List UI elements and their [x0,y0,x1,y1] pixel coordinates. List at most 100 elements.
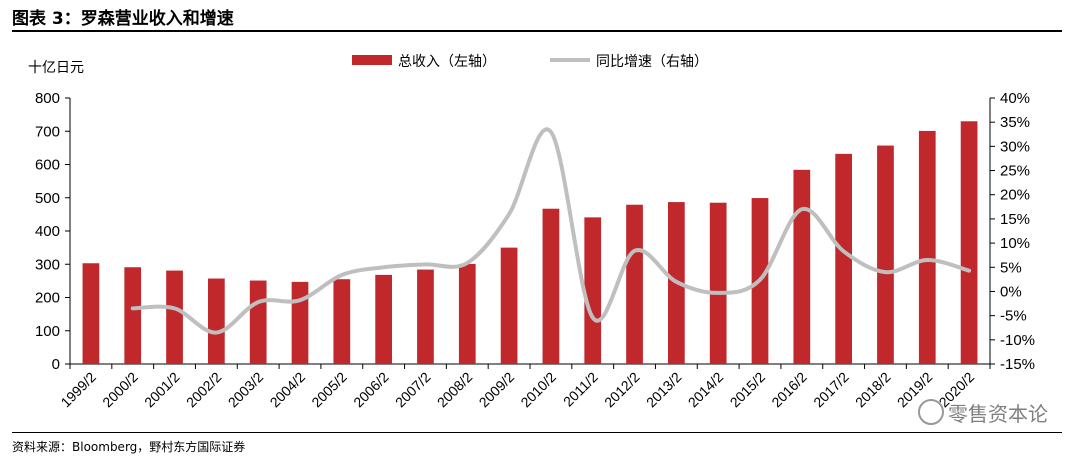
growth-point [674,280,678,284]
revenue-bar [333,279,351,364]
revenue-bar [291,281,309,364]
source-divider [12,432,1062,433]
revenue-bar [960,121,978,365]
revenue-bar [542,208,560,364]
right-axis-tick-label: 0% [1000,283,1022,300]
growth-point [382,265,386,269]
left-axis-tick-label: 300 [35,256,60,273]
right-axis-tick-label: -5% [1000,308,1027,325]
revenue-bar [918,130,936,364]
left-axis-unit-label: 十亿日元 [28,59,84,75]
revenue-bar [709,202,727,364]
legend-label-revenue: 总收入（左轴） [398,53,496,69]
x-axis-tick-label: 2011/2 [560,369,601,410]
growth-point [842,249,846,253]
x-axis-tick-label: 2013/2 [643,369,685,411]
revenue-bar [166,270,183,364]
revenue-bar [82,263,100,364]
revenue-bar [375,274,392,364]
legend-swatch-revenue [352,55,392,65]
left-axis-tick-label: 500 [35,190,60,207]
right-axis-tick-label: 30% [1000,138,1030,155]
x-axis-tick-label: 2009/2 [476,369,518,411]
x-axis-tick-label: 2010/2 [517,369,559,411]
growth-line-path [130,127,972,335]
left-axis-tick-label: 100 [35,323,60,340]
x-axis-tick-label: 2016/2 [768,369,810,411]
right-axis-tick-label: 5% [1000,259,1022,276]
left-axis-tick-label: 400 [35,223,60,240]
x-axis-tick-label: 2014/2 [685,369,727,411]
growth-point [507,212,511,216]
x-axis-tick-label: 2018/2 [852,369,894,411]
revenue-bar [626,204,643,364]
revenue-bar [500,247,518,364]
left-axis-tick-label: 700 [35,123,60,140]
x-axis-tick-label: 2006/2 [350,369,392,411]
x-axis: 1999/2 2000/2 2001/2 2002/2 2003/2 2004/2 2005… [57,363,991,411]
watermark: 零售资本论 [918,398,1048,427]
x-axis-tick-label: 2007/2 [392,369,434,411]
x-axis-tick-label: 2008/2 [434,369,476,411]
revenue-bar [208,278,225,364]
growth-point [549,130,553,134]
left-axis-tick-label: 0 [52,356,60,373]
chart-legend: 总收入（左轴） 同比增速（右轴） [352,53,708,69]
x-axis-tick-label: 2003/2 [225,369,267,411]
revenue-bar [877,145,894,364]
x-axis-tick-label: 2001/2 [141,369,183,411]
growth-point [131,306,135,310]
watermark-text: 零售资本论 [948,402,1048,426]
growth-point [423,262,427,266]
legend-label-growth: 同比增速（右轴） [596,53,708,69]
left-axis-tick-label: 800 [35,90,60,107]
title-divider [12,30,1062,32]
x-axis-tick-label: 2000/2 [99,369,141,411]
revenue-bar [793,169,811,364]
growth-point [800,207,804,211]
growth-point [967,269,971,273]
right-axis-tick-label: -10% [1000,332,1035,349]
x-axis-tick-label: 2015/2 [727,369,769,411]
revenue-bar [249,280,267,364]
right-axis-tick-label: -15% [1000,356,1035,373]
figure-title: 图表 3：罗森营业收入和增速 [12,9,234,29]
growth-point [925,258,929,262]
right-axis-tick-label: 15% [1000,211,1030,228]
revenue-bar [124,267,142,364]
revenue-bar [835,153,852,364]
growth-point [758,278,762,282]
revenue-bars [82,121,978,365]
left-axis-tick-label: 600 [35,157,60,174]
growth-point [883,270,887,274]
growth-line [130,127,972,335]
left-axis: 0 100 200 300 400 500 600 700 800 [35,90,71,373]
right-axis-tick-label: 25% [1000,163,1030,180]
right-axis-tick-label: 40% [1000,90,1030,107]
x-axis-tick-label: 1999/2 [57,369,99,411]
growth-point [256,300,260,304]
revenue-bar [584,217,602,364]
x-axis-tick-label: 2005/2 [308,369,350,411]
growth-point [591,316,595,320]
source-note: 资料来源：Bloomberg，野村东方国际证券 [12,440,246,454]
x-axis-tick-label: 2017/2 [810,369,852,411]
growth-point [214,331,218,335]
wechat-icon [918,399,944,425]
growth-point [173,306,177,310]
x-axis-tick-label: 2002/2 [183,369,225,411]
growth-point [716,291,720,295]
x-axis-tick-label: 2004/2 [267,369,309,411]
right-axis: -15% -10% -5% 0% 5% 10% 15% 20% 25% 30% 35% 40% [989,90,1035,373]
growth-point [465,261,469,265]
right-axis-tick-label: 10% [1000,235,1030,252]
growth-point [340,273,344,277]
right-axis-tick-label: 20% [1000,187,1030,204]
growth-point [633,249,637,253]
left-axis-tick-label: 200 [35,290,60,307]
right-axis-tick-label: 35% [1000,114,1030,131]
revenue-bar [417,269,434,364]
growth-point [298,298,302,302]
revenue-bar [458,263,476,364]
